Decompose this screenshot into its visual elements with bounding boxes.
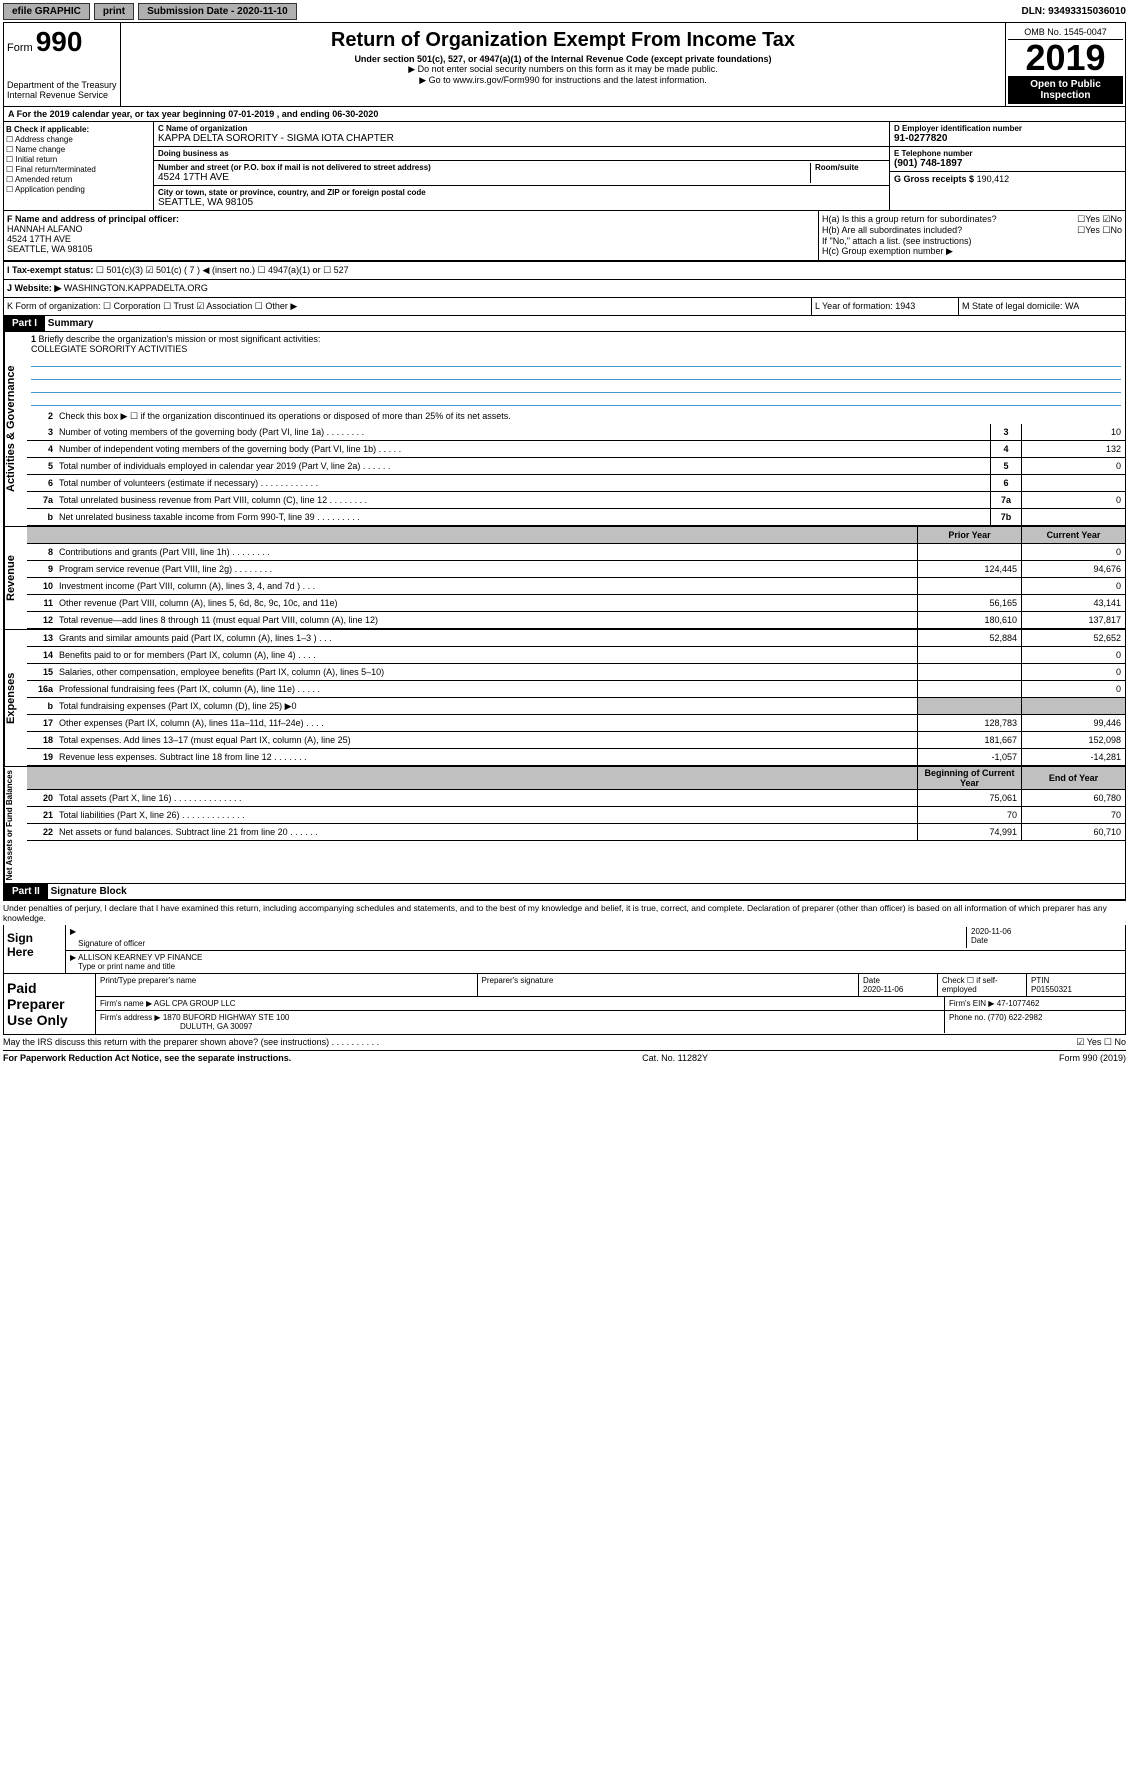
part1-tag: Part I: [4, 316, 45, 331]
side-activities: Activities & Governance: [4, 332, 27, 526]
section-h: H(a) Is this a group return for subordin…: [818, 211, 1125, 260]
cy-hdr: Current Year: [1021, 527, 1125, 543]
form-number: 990: [36, 26, 83, 57]
form-title: Return of Organization Exempt From Incom…: [125, 29, 1001, 52]
section-i: I Tax-exempt status: ☐ 501(c)(3) ☑ 501(c…: [4, 261, 1125, 280]
part2-name: Signature Block: [51, 886, 127, 897]
sign-here: Sign Here: [4, 925, 65, 973]
foot-l: For Paperwork Reduction Act Notice, see …: [3, 1053, 291, 1063]
section-b: B Check if applicable: ☐ Address change☐…: [4, 122, 154, 210]
dln: DLN: 93493315036010: [1021, 6, 1126, 17]
part2-tag: Part II: [4, 884, 48, 899]
form-label: Form: [7, 42, 33, 54]
foot-r: Form 990 (2019): [1059, 1053, 1126, 1063]
form-990: Form 990 Department of the Treasury Inte…: [3, 22, 1126, 901]
section-l: L Year of formation: 1943: [811, 298, 958, 315]
part1-name: Summary: [48, 318, 94, 329]
boc-hdr: Beginning of Current Year: [917, 767, 1021, 789]
penalty-text: Under penalties of perjury, I declare th…: [3, 901, 1126, 925]
section-c: C Name of organizationKAPPA DELTA SORORI…: [154, 122, 889, 210]
mission: COLLEGIATE SORORITY ACTIVITIES: [31, 344, 187, 354]
py-hdr: Prior Year: [917, 527, 1021, 543]
dept: Department of the Treasury: [7, 80, 117, 90]
period-line: A For the 2019 calendar year, or tax yea…: [4, 107, 1125, 122]
section-d-g: D Employer identification number91-02778…: [889, 122, 1125, 210]
eoy-hdr: End of Year: [1021, 767, 1125, 789]
side-expenses: Expenses: [4, 630, 27, 766]
section-j: J Website: ▶ WASHINGTON.KAPPADELTA.ORG: [4, 280, 1125, 298]
efile-btn[interactable]: efile GRAPHIC: [3, 3, 90, 20]
tax-year: 2019: [1008, 40, 1123, 76]
section-f: F Name and address of principal officer:…: [4, 211, 818, 260]
print-btn[interactable]: print: [94, 3, 134, 20]
subdate-btn: Submission Date - 2020-11-10: [138, 3, 297, 20]
note2: ▶ Go to www.irs.gov/Form990 for instruct…: [125, 75, 1001, 86]
foot-c: Cat. No. 11282Y: [642, 1053, 708, 1063]
l1: Briefly describe the organization's miss…: [39, 334, 321, 344]
discuss: May the IRS discuss this return with the…: [3, 1037, 1076, 1048]
discuss-yn: ☑ Yes ☐ No: [1076, 1037, 1126, 1048]
open-to-public: Open to Public Inspection: [1008, 76, 1123, 104]
section-m: M State of legal domicile: WA: [958, 298, 1125, 315]
subtitle: Under section 501(c), 527, or 4947(a)(1)…: [125, 54, 1001, 64]
section-k: K Form of organization: ☐ Corporation ☐ …: [4, 298, 811, 315]
side-net: Net Assets or Fund Balances: [4, 767, 27, 883]
l2: Check this box ▶ ☐ if the organization d…: [57, 410, 1125, 423]
side-revenue: Revenue: [4, 527, 27, 629]
note1: ▶ Do not enter social security numbers o…: [125, 64, 1001, 75]
paid-preparer: Paid Preparer Use Only: [4, 974, 95, 1034]
irs: Internal Revenue Service: [7, 90, 117, 100]
